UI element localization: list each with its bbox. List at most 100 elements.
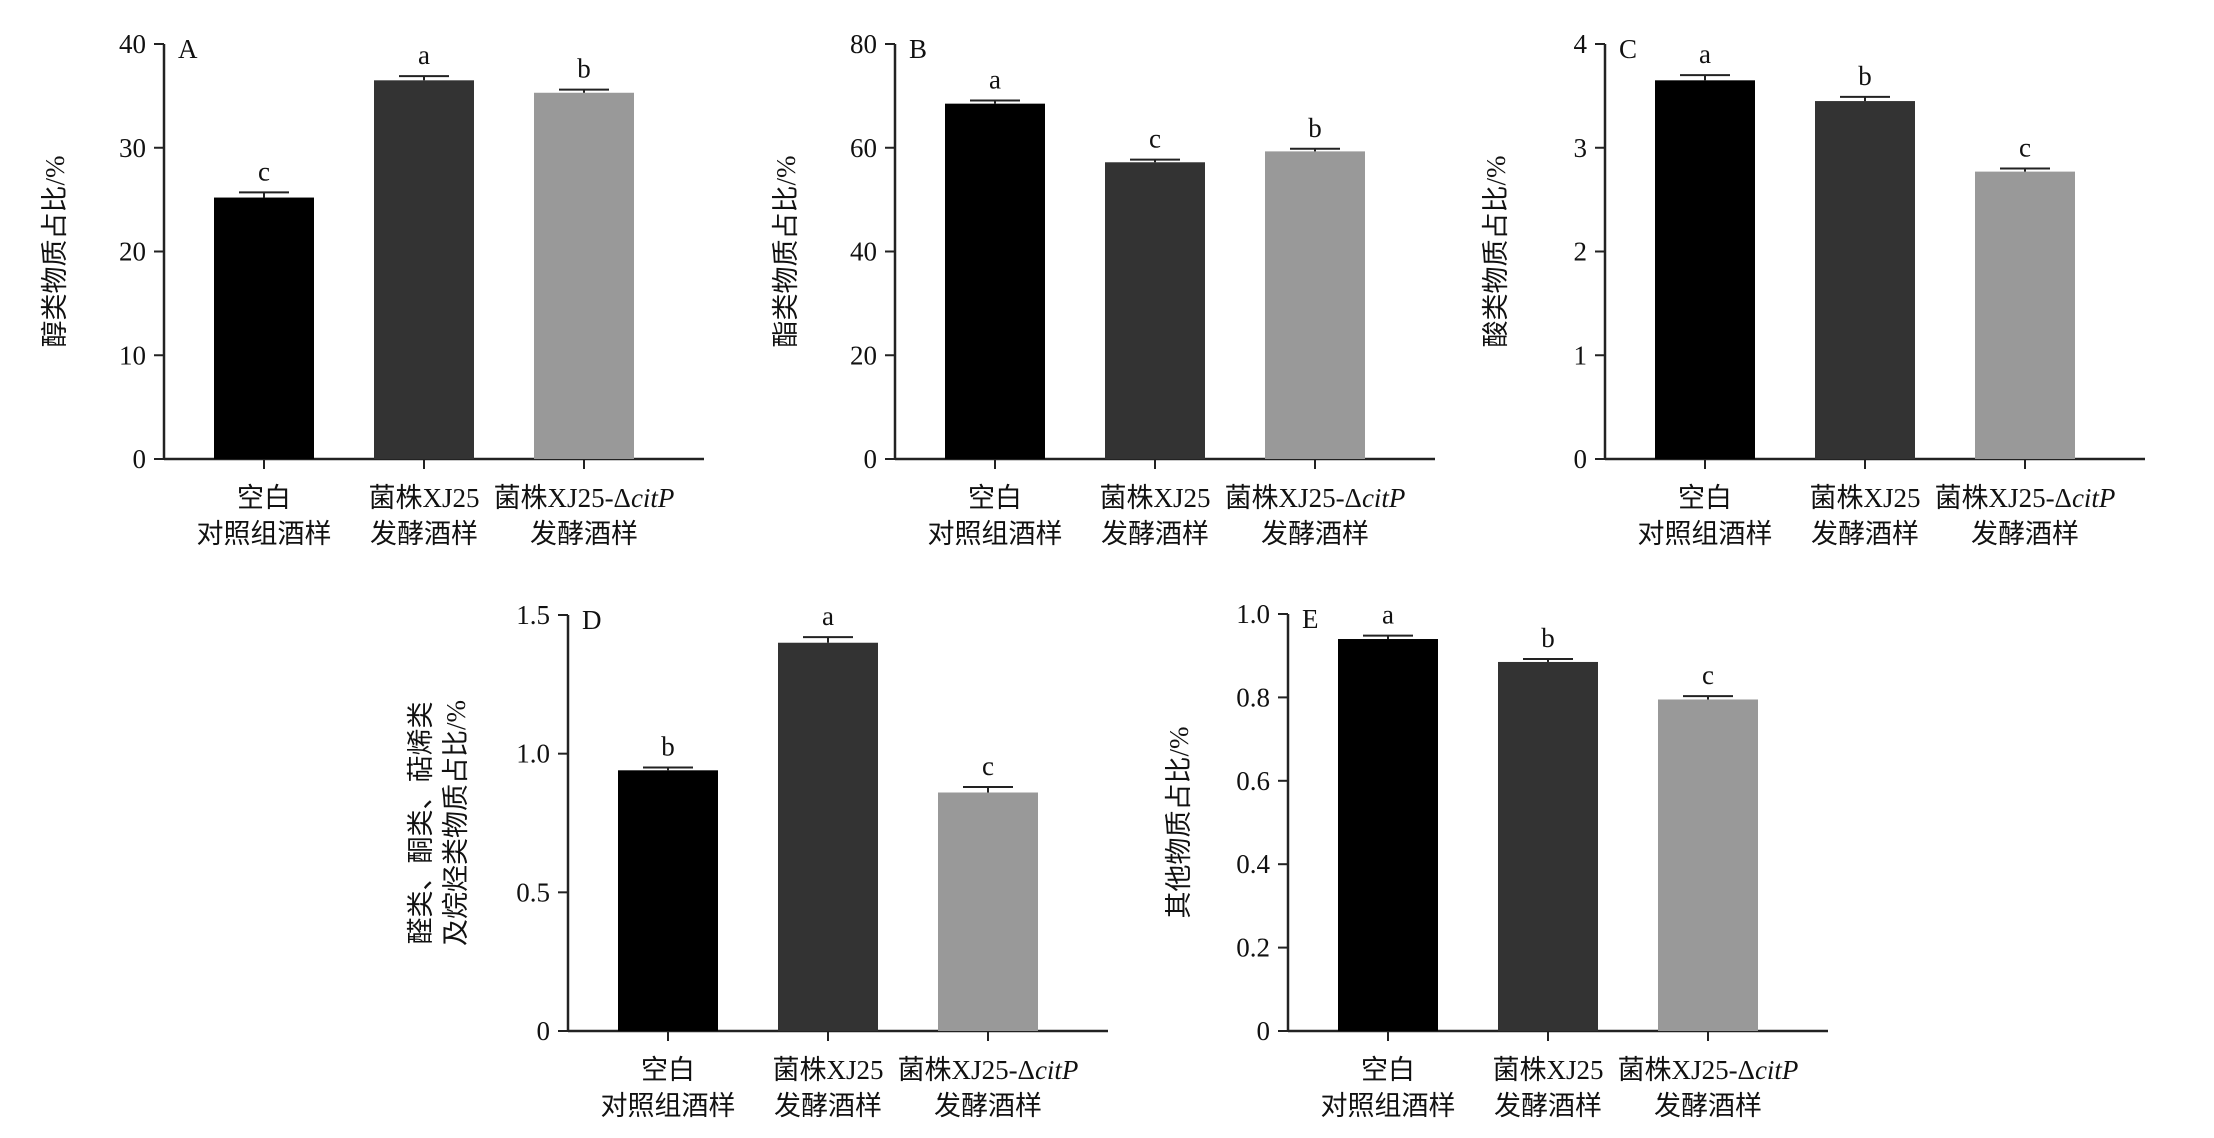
- y-tick-label: 4: [1574, 29, 1588, 59]
- x-tick-label: 菌株XJ25-ΔcitP: [1935, 483, 2116, 513]
- y-tick-label: 0.2: [1236, 933, 1270, 963]
- y-axis-label: 酯类物质占比/%: [771, 156, 801, 348]
- significance-letter: c: [258, 156, 270, 186]
- significance-letter: a: [822, 601, 834, 631]
- x-tick-label: 对照组酒样: [197, 519, 332, 549]
- bar: [618, 770, 718, 1031]
- y-tick-label: 40: [850, 237, 877, 267]
- x-tick-label: 对照组酒样: [1321, 1091, 1456, 1121]
- y-tick-label: 0.8: [1236, 682, 1270, 712]
- y-tick-label: 0: [537, 1016, 551, 1046]
- y-tick-label: 80: [850, 29, 877, 59]
- x-tick-label: 菌株XJ25-ΔcitP: [1618, 1055, 1799, 1085]
- bar: [1975, 171, 2075, 460]
- y-tick-label: 0: [864, 444, 878, 474]
- x-tick-label: 菌株XJ25-ΔcitP: [494, 483, 675, 513]
- significance-letter: c: [982, 751, 994, 781]
- significance-letter: c: [1702, 660, 1714, 690]
- bar: [1658, 699, 1758, 1031]
- y-tick-label: 40: [119, 29, 146, 59]
- x-tick-label: 发酵酒样: [1101, 519, 1209, 549]
- x-tick-label: 对照组酒样: [601, 1091, 736, 1121]
- y-axis-label: 酸类物质占比/%: [1481, 156, 1511, 348]
- bar: [945, 103, 1045, 459]
- x-tick-label: 发酵酒样: [1261, 519, 1369, 549]
- x-tick-label: 发酵酒样: [774, 1091, 882, 1121]
- y-tick-label: 60: [850, 133, 877, 163]
- significance-letter: b: [1858, 61, 1872, 91]
- y-tick-label: 1.0: [1236, 599, 1270, 629]
- bar: [534, 92, 634, 459]
- significance-letter: b: [1541, 623, 1555, 653]
- x-tick-label: 对照组酒样: [1638, 519, 1773, 549]
- y-tick-label: 20: [850, 340, 877, 370]
- significance-letter: a: [418, 40, 430, 70]
- panel-label: E: [1302, 604, 1319, 634]
- x-tick-label: 菌株XJ25-ΔcitP: [1225, 483, 1406, 513]
- y-axis-label: 及烷烃类物质占比/%: [441, 700, 471, 946]
- y-tick-label: 1: [1574, 340, 1588, 370]
- x-tick-label: 发酵酒样: [530, 519, 638, 549]
- y-tick-label: 1.0: [516, 739, 550, 769]
- panel-label: A: [178, 34, 198, 64]
- x-tick-label: 对照组酒样: [928, 519, 1063, 549]
- y-tick-label: 3: [1574, 133, 1588, 163]
- x-tick-label: 空白: [237, 483, 291, 513]
- x-tick-label: 发酵酒样: [1971, 519, 2079, 549]
- y-tick-label: 0: [133, 444, 147, 474]
- y-tick-label: 10: [119, 340, 146, 370]
- x-tick-label: 空白: [1361, 1055, 1415, 1085]
- y-axis-label: 其他物质占比/%: [1164, 727, 1194, 919]
- y-tick-label: 2: [1574, 237, 1588, 267]
- x-tick-label: 菌株XJ25: [368, 483, 479, 513]
- panel-label: C: [1619, 34, 1637, 64]
- bar: [214, 197, 314, 460]
- significance-letter: a: [1382, 600, 1394, 630]
- bar: [778, 642, 878, 1031]
- y-tick-label: 0: [1257, 1016, 1271, 1046]
- x-tick-label: 发酵酒样: [934, 1091, 1042, 1121]
- significance-letter: b: [577, 54, 591, 84]
- significance-letter: c: [1149, 124, 1161, 154]
- bar: [1338, 639, 1438, 1031]
- significance-letter: b: [1308, 113, 1322, 143]
- y-tick-label: 20: [119, 237, 146, 267]
- y-axis-label: 醛类、酮类、萜烯类: [406, 702, 436, 945]
- bar: [374, 80, 474, 459]
- significance-letter: c: [2019, 133, 2031, 163]
- panel-label: D: [582, 605, 602, 635]
- x-tick-label: 菌株XJ25: [1809, 483, 1920, 513]
- bar: [1498, 661, 1598, 1031]
- x-tick-label: 菌株XJ25: [1492, 1055, 1603, 1085]
- x-tick-label: 发酵酒样: [1494, 1091, 1602, 1121]
- y-tick-label: 30: [119, 133, 146, 163]
- y-axis-label: 醇类物质占比/%: [40, 156, 70, 348]
- panel-label: B: [909, 34, 927, 64]
- x-tick-label: 空白: [641, 1055, 695, 1085]
- bar: [938, 792, 1038, 1031]
- significance-letter: a: [989, 65, 1001, 95]
- bar: [1815, 101, 1915, 459]
- x-tick-label: 发酵酒样: [1654, 1091, 1762, 1121]
- bar: [1105, 162, 1205, 459]
- x-tick-label: 空白: [968, 483, 1022, 513]
- x-tick-label: 发酵酒样: [1811, 519, 1919, 549]
- bar: [1655, 80, 1755, 459]
- x-tick-label: 菌株XJ25: [1099, 483, 1210, 513]
- y-tick-label: 0.5: [516, 877, 550, 907]
- y-tick-label: 0.6: [1236, 766, 1270, 796]
- y-tick-label: 0.4: [1236, 849, 1270, 879]
- significance-letter: b: [661, 732, 675, 762]
- y-tick-label: 1.5: [516, 600, 550, 630]
- x-tick-label: 菌株XJ25: [772, 1055, 883, 1085]
- y-tick-label: 0: [1574, 444, 1588, 474]
- x-tick-label: 空白: [1678, 483, 1732, 513]
- significance-letter: a: [1699, 39, 1711, 69]
- x-tick-label: 菌株XJ25-ΔcitP: [898, 1055, 1079, 1085]
